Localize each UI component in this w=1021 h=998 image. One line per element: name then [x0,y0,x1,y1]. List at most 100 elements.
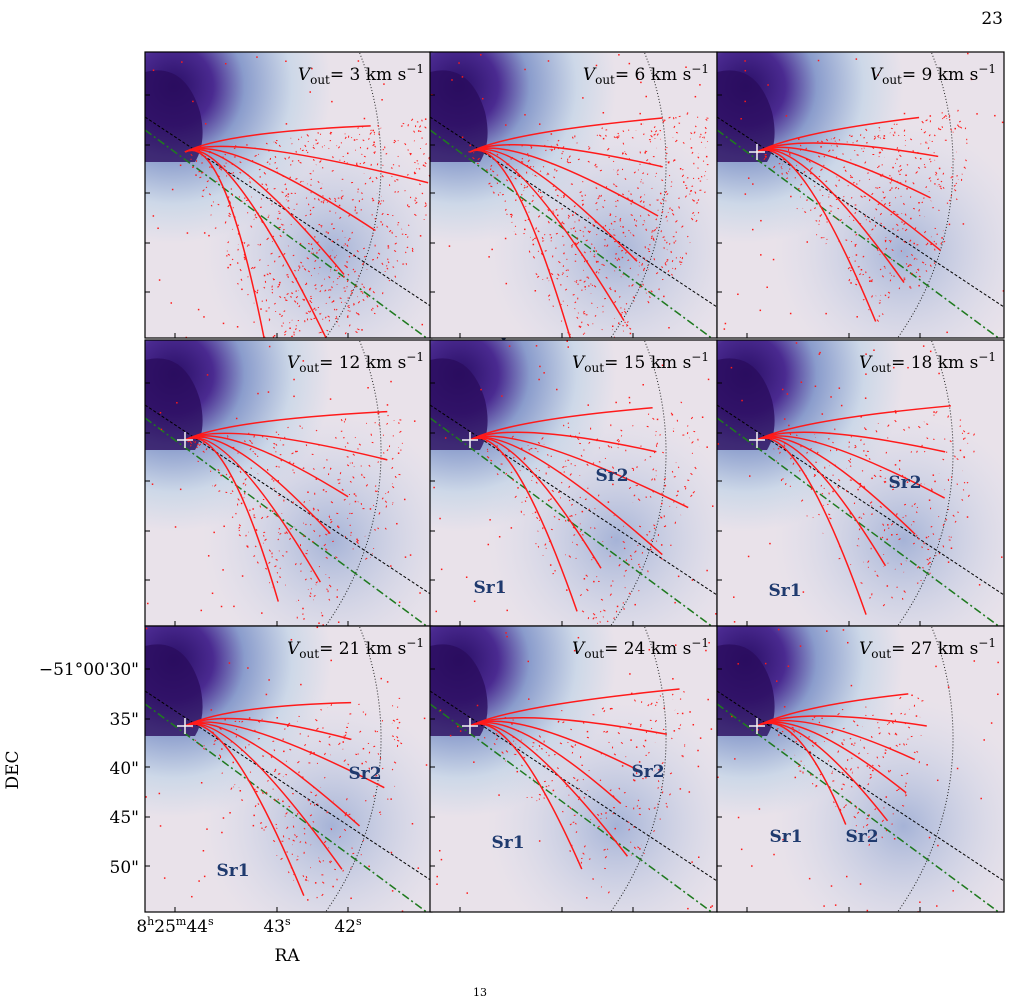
outflow-clump [355,494,357,497]
outflow-clump [605,731,608,733]
outflow-clump [265,142,268,145]
noise-dot [534,290,537,292]
outflow-clump [958,120,961,123]
noise-dot [307,491,309,493]
noise-dot [733,596,735,598]
outflow-clump [942,187,945,189]
outflow-clump [338,275,341,278]
outflow-clump [808,160,811,163]
outflow-clump [344,136,347,140]
outflow-clump [917,166,921,169]
outflow-clump [396,736,399,739]
noise-dot [208,234,210,237]
noise-dot [628,62,631,65]
outflow-clump [253,516,256,519]
outflow-clump [609,593,612,596]
noise-dot [578,325,581,328]
noise-dot [823,905,825,907]
outflow-clump [579,530,582,532]
outflow-clump [598,195,601,198]
outflow-clump [326,811,329,814]
noise-dot [731,715,733,718]
velocity-superscript: −1 [691,62,709,76]
outflow-clump [536,275,540,278]
outflow-clump [558,260,561,264]
noise-dot [959,449,962,452]
outflow-clump [655,218,658,221]
outflow-clump [867,783,870,786]
noise-dot [697,856,700,859]
outflow-clump [391,466,394,470]
noise-dot [705,155,708,158]
outflow-clump [553,515,556,518]
outflow-clump [226,435,229,438]
noise-dot [673,730,676,732]
noise-dot [860,268,863,271]
outflow-clump [887,424,890,427]
outflow-clump [879,505,883,508]
outflow-clump [352,476,355,479]
noise-dot [235,417,238,420]
outflow-clump [799,149,802,151]
noise-dot [419,592,421,594]
outflow-clump [592,612,596,616]
outflow-clump [671,209,674,212]
noise-dot [433,486,435,489]
outflow-clump [393,139,397,142]
outflow-clump [343,759,347,762]
outflow-clump [917,537,920,540]
outflow-clump [577,437,580,441]
noise-dot [220,605,223,608]
velocity-symbol: V [572,639,586,659]
outflow-clump [541,437,544,440]
outflow-clump [648,751,650,754]
outflow-clump [541,236,544,240]
outflow-clump [889,182,892,184]
outflow-clump [365,484,369,487]
dotted-arc [324,52,382,338]
outflow-clump [877,165,880,168]
noise-dot [918,202,920,204]
panel-image [145,52,432,338]
outflow-clump [348,255,351,258]
noise-dot [261,612,263,614]
outflow-clump [928,177,931,180]
outflow-clump [887,291,891,294]
outflow-clump [280,857,283,860]
noise-dot [628,401,631,404]
outflow-clump [860,582,863,584]
outflow-clump [358,443,362,446]
noise-dot [661,364,664,367]
outflow-clump [876,248,879,252]
outflow-clump [903,721,907,725]
outflow-clump [278,772,281,775]
outflow-clump [913,751,916,754]
noise-dot [894,410,897,412]
outflow-clump [647,300,650,304]
noise-dot [329,398,332,400]
outflow-clump [643,852,645,855]
outflow-clump [898,538,901,541]
outflow-clump [642,172,645,175]
noise-dot [236,326,239,328]
noise-dot [659,192,662,195]
velocity-subscript: out [299,647,319,661]
outflow-clump [371,214,373,216]
noise-dot [685,187,688,189]
outflow-clump [317,509,320,512]
outflow-clump [656,442,659,445]
velocity-text: = 6 km s [615,65,691,85]
outflow-clump [875,208,878,211]
noise-dot [213,531,215,534]
outflow-clump [315,309,317,311]
outflow-clump [364,182,367,185]
outflow-clump [322,195,324,197]
outflow-clump [583,332,586,334]
noise-dot [956,767,959,770]
annotation: Sr2 [845,827,878,847]
outflow-clump [652,237,655,240]
outflow-clump [511,478,514,482]
x-tick-part: m [176,915,187,928]
outflow-clump [863,746,865,749]
outflow-clump [642,284,645,286]
